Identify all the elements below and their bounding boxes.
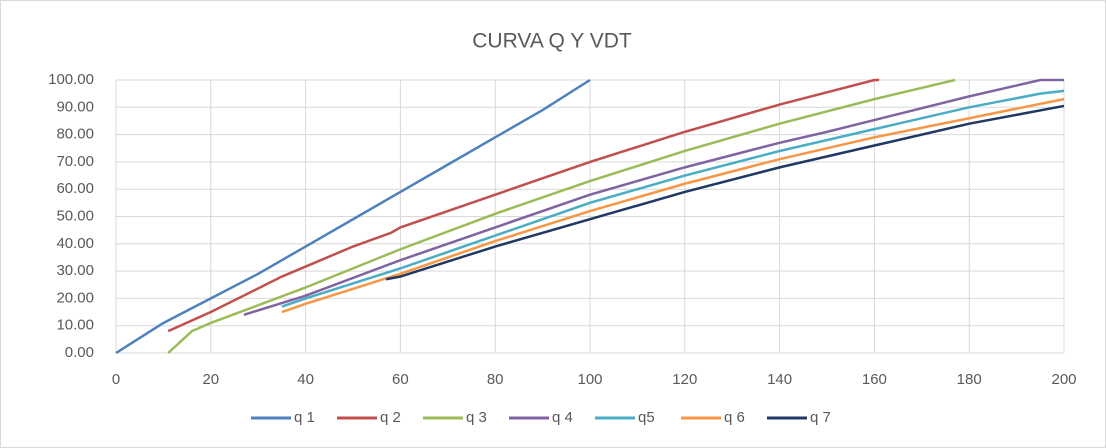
series-line: [115, 78, 591, 355]
x-tick-label: 180: [957, 371, 982, 388]
y-tick-label: 50.00: [56, 207, 94, 224]
y-tick-label: 80.00: [56, 126, 94, 143]
legend-label: q 1: [294, 409, 315, 426]
x-tick-label: 40: [297, 371, 314, 388]
series-line: [281, 89, 1065, 308]
legend-label: q 4: [552, 409, 573, 426]
x-tick-label: 120: [672, 371, 697, 388]
legend-label: q5: [638, 409, 655, 426]
series-line: [167, 78, 956, 354]
y-tick-label: 30.00: [56, 262, 94, 279]
series-line: [243, 78, 1064, 316]
y-tick-label: 70.00: [56, 153, 94, 170]
y-tick-label: 0.00: [65, 344, 94, 361]
series-line: [385, 104, 1065, 281]
legend-label: q 6: [724, 409, 745, 426]
x-tick-label: 20: [202, 371, 219, 388]
y-tick-label: 60.00: [56, 180, 94, 197]
legend-label: q 2: [380, 409, 401, 426]
y-tick-label: 20.00: [56, 289, 94, 306]
x-tick-label: 140: [767, 371, 792, 388]
x-tick-label: 160: [862, 371, 887, 388]
series-line: [281, 97, 1065, 314]
x-tick-label: 60: [392, 371, 409, 388]
legend-label: q 3: [466, 409, 487, 426]
y-tick-label: 10.00: [56, 317, 94, 334]
y-tick-label: 40.00: [56, 235, 94, 252]
legend-label: q 7: [810, 409, 831, 426]
x-tick-label: 80: [487, 371, 504, 388]
x-tick-label: 200: [1051, 371, 1076, 388]
x-tick-label: 0: [112, 371, 120, 388]
x-tick-label: 100: [577, 371, 602, 388]
y-tick-label: 90.00: [56, 98, 94, 115]
y-tick-label: 100.00: [48, 71, 94, 88]
series-line: [167, 78, 880, 333]
chart-title: CURVA Q Y VDT: [472, 30, 632, 53]
